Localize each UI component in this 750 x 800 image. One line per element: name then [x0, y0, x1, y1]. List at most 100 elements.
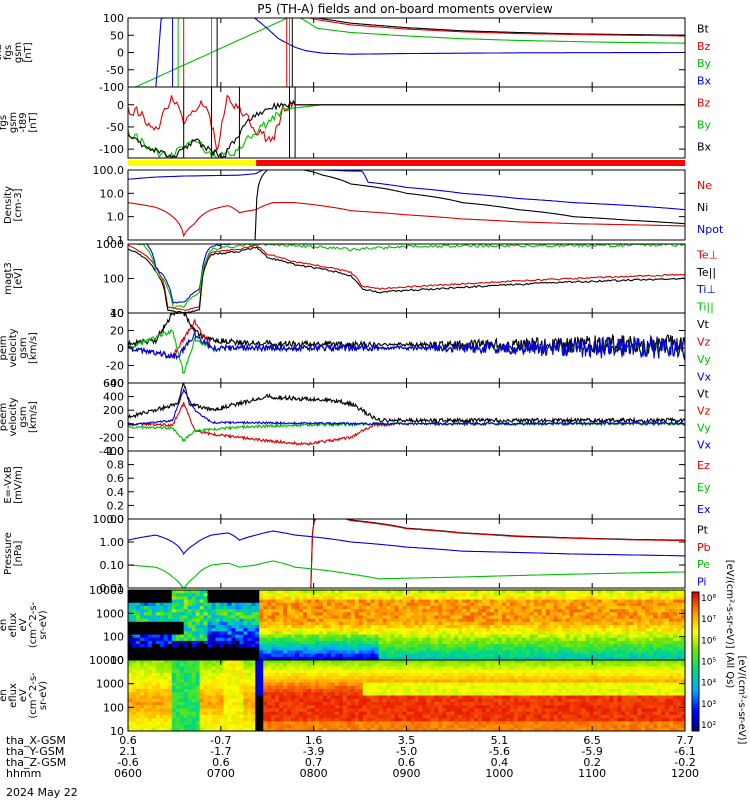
heatmap-cell — [617, 656, 622, 660]
heatmap-cell — [147, 618, 153, 623]
heatmap-cell — [561, 625, 567, 629]
heatmap-cell — [513, 625, 519, 629]
heatmap-cell — [283, 682, 288, 687]
heatmap-cell — [171, 615, 177, 620]
heatmap-cell — [637, 618, 642, 623]
heatmap-cell — [653, 621, 658, 626]
heatmap-cell — [466, 685, 471, 690]
heatmap-cell — [438, 663, 443, 668]
heatmap-cell — [498, 637, 503, 642]
heatmap-cell — [295, 672, 300, 677]
heatmap-cell — [478, 656, 483, 660]
heatmap-cell — [613, 615, 618, 620]
heatmap-cell — [267, 650, 272, 655]
heatmap-cell — [318, 666, 324, 671]
heatmap-cell — [589, 618, 595, 623]
heatmap-cell — [187, 724, 193, 729]
heatmap-cell — [167, 596, 173, 601]
heatmap-cell — [203, 698, 209, 703]
heatmap-cell — [322, 596, 328, 601]
heatmap-cell — [283, 593, 288, 597]
heatmap-cell — [458, 634, 463, 639]
heatmap-cell — [577, 644, 583, 648]
heatmap-cell — [171, 602, 177, 607]
heatmap-cell — [422, 593, 427, 597]
heatmap-cell — [398, 631, 404, 636]
heatmap-cell — [450, 637, 455, 642]
heatmap-cell — [131, 605, 137, 610]
heatmap-cell — [215, 679, 221, 684]
heatmap-cell — [406, 644, 412, 648]
heatmap-cell — [438, 599, 443, 604]
heatmap-cell — [239, 621, 244, 626]
heatmap-cell — [139, 721, 145, 726]
heatmap-cell — [199, 599, 205, 604]
heatmap-cell — [191, 708, 197, 713]
heatmap-cell — [466, 647, 471, 652]
heatmap-cell — [275, 689, 280, 693]
heatmap-cell — [414, 634, 420, 639]
heatmap-cell — [402, 689, 408, 693]
heatmap-cell — [466, 653, 471, 658]
heatmap-cell — [390, 621, 396, 626]
heatmap-cell — [207, 625, 213, 629]
heatmap-cell — [410, 669, 416, 674]
heatmap-cell — [386, 660, 392, 664]
heatmap-cell — [613, 618, 618, 623]
heatmap-cell — [338, 718, 344, 722]
heatmap-cell — [219, 727, 225, 731]
heatmap-cell — [673, 618, 678, 623]
heatmap-cell — [227, 605, 233, 610]
heatmap-cell — [187, 718, 193, 722]
heatmap-cell — [291, 663, 296, 668]
heatmap-cell — [279, 685, 284, 690]
heatmap-cell — [517, 631, 523, 636]
heatmap-cell — [263, 705, 268, 710]
heatmap-cell — [370, 612, 376, 617]
heatmap-cell — [287, 621, 292, 626]
heatmap-cell — [342, 721, 348, 726]
heatmap-cell — [191, 631, 197, 636]
heatmap-cell — [501, 653, 507, 658]
heatmap-cell — [159, 612, 165, 617]
heatmap-cell — [338, 689, 344, 693]
heatmap-cell — [466, 676, 471, 680]
heatmap-cell — [601, 656, 607, 660]
heatmap-cell — [354, 685, 360, 690]
heatmap-cell — [283, 698, 288, 703]
heatmap-cell — [422, 656, 427, 660]
heatmap-cell — [438, 609, 443, 613]
heatmap-cell — [195, 676, 201, 680]
heatmap-cell — [219, 631, 225, 636]
heatmap-cell — [386, 653, 392, 658]
heatmap-cell — [406, 609, 412, 613]
heatmap-cell — [307, 718, 312, 722]
heatmap-cell — [410, 593, 416, 597]
heatmap-cell — [147, 682, 153, 687]
heatmap-cell — [147, 721, 153, 726]
heatmap-cell — [128, 631, 133, 636]
heatmap-cell — [398, 727, 404, 731]
heatmap-cell — [450, 724, 455, 729]
heatmap-cell — [338, 660, 344, 664]
heatmap-cell — [338, 625, 344, 629]
heatmap-cell — [406, 618, 412, 623]
heatmap-cell — [513, 656, 519, 660]
heatmap-cell — [557, 605, 563, 610]
heatmap-cell — [442, 724, 447, 729]
heatmap-cell — [609, 609, 614, 613]
heatmap-cell — [307, 679, 312, 684]
heatmap-cell — [621, 621, 626, 626]
heatmap-cell — [394, 621, 400, 626]
heatmap-cell — [211, 609, 217, 613]
heatmap-cell — [322, 714, 328, 719]
heatmap-cell — [167, 701, 173, 706]
heatmap-cell — [394, 698, 400, 703]
heatmap-cell — [143, 692, 149, 697]
heatmap-cell — [330, 685, 336, 690]
heatmap-cell — [482, 640, 487, 645]
heatmap-cell — [223, 615, 229, 620]
heatmap-cell — [330, 701, 336, 706]
heatmap-cell — [263, 644, 268, 648]
heatmap-cell — [537, 640, 543, 645]
